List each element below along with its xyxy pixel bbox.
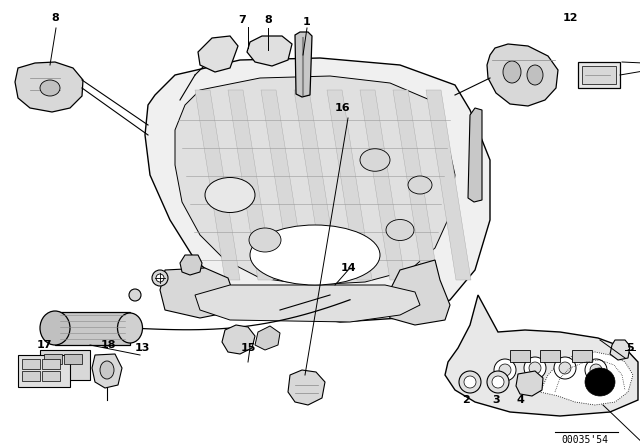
Polygon shape [294,90,339,280]
Ellipse shape [590,364,602,376]
Text: 1: 1 [303,17,311,27]
Ellipse shape [40,311,70,345]
Ellipse shape [250,225,380,285]
Polygon shape [222,325,255,354]
Text: 8: 8 [51,13,59,23]
Ellipse shape [40,80,60,96]
Polygon shape [55,312,130,345]
Polygon shape [295,32,312,97]
Ellipse shape [152,270,168,286]
Text: 8: 8 [264,15,272,25]
FancyBboxPatch shape [572,350,592,362]
Polygon shape [195,90,240,280]
Ellipse shape [205,177,255,212]
Ellipse shape [464,376,476,388]
Polygon shape [393,90,438,280]
Polygon shape [468,108,482,202]
Polygon shape [92,354,122,388]
Ellipse shape [129,289,141,301]
Polygon shape [487,44,558,106]
Ellipse shape [386,220,414,241]
FancyBboxPatch shape [64,354,82,364]
FancyBboxPatch shape [44,354,62,364]
Ellipse shape [499,364,511,376]
Text: 13: 13 [134,343,150,353]
Polygon shape [228,90,273,280]
FancyBboxPatch shape [18,355,70,387]
Text: 5: 5 [626,343,634,353]
Text: 16: 16 [334,103,350,113]
Ellipse shape [554,357,576,379]
FancyBboxPatch shape [510,350,530,362]
FancyBboxPatch shape [42,359,60,369]
Polygon shape [175,76,455,285]
Ellipse shape [156,274,164,282]
Polygon shape [288,370,325,405]
Ellipse shape [494,359,516,381]
Ellipse shape [487,371,509,393]
Text: 17: 17 [36,340,52,350]
Ellipse shape [529,362,541,374]
Polygon shape [385,260,450,325]
Polygon shape [255,326,280,350]
FancyBboxPatch shape [582,66,616,84]
Polygon shape [180,255,202,275]
Polygon shape [145,58,490,322]
Text: 7: 7 [238,15,246,25]
Polygon shape [516,371,543,396]
Polygon shape [160,268,235,318]
Polygon shape [261,90,306,280]
Text: 18: 18 [100,340,116,350]
Ellipse shape [249,228,281,252]
Text: 15: 15 [240,343,256,353]
Ellipse shape [118,313,143,343]
Text: 00035'54: 00035'54 [561,435,609,445]
Polygon shape [540,352,633,405]
FancyBboxPatch shape [578,62,620,88]
Polygon shape [445,295,638,416]
Ellipse shape [524,357,546,379]
Polygon shape [327,90,372,280]
FancyBboxPatch shape [42,371,60,381]
Polygon shape [198,36,238,72]
Polygon shape [15,62,83,112]
FancyBboxPatch shape [22,371,40,381]
Ellipse shape [408,176,432,194]
Polygon shape [195,285,420,322]
Text: 2: 2 [462,395,470,405]
Polygon shape [426,90,471,280]
Ellipse shape [585,368,615,396]
Text: 12: 12 [563,13,578,23]
Ellipse shape [559,362,571,374]
Polygon shape [247,36,292,66]
Polygon shape [610,340,630,360]
FancyBboxPatch shape [22,359,40,369]
FancyBboxPatch shape [40,350,90,380]
FancyBboxPatch shape [540,350,560,362]
Ellipse shape [459,371,481,393]
Ellipse shape [100,361,114,379]
Text: 3: 3 [492,395,500,405]
Ellipse shape [492,376,504,388]
Ellipse shape [585,359,607,381]
Text: 4: 4 [516,395,524,405]
Polygon shape [360,90,405,280]
Text: 14: 14 [340,263,356,273]
Ellipse shape [360,149,390,171]
Ellipse shape [527,65,543,85]
Ellipse shape [503,61,521,83]
